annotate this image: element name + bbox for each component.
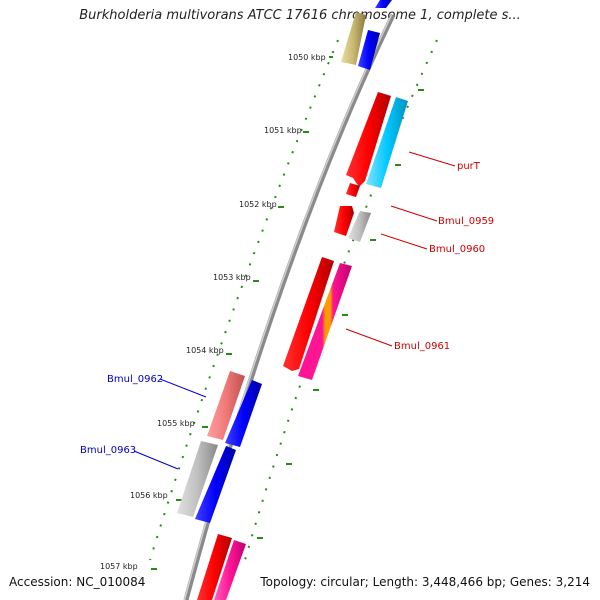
bmul0961-leader	[345, 328, 393, 347]
bmul0959-leader	[390, 205, 438, 222]
kbp-label-1050: 1050 kbp	[288, 53, 326, 62]
gene-red-small	[346, 183, 360, 197]
gene-cyan-purt	[366, 97, 408, 188]
gene-gray-0960	[348, 211, 371, 242]
gene-label-bmul0962: Bmul_0962	[107, 374, 163, 385]
gene-gray-0963	[177, 441, 218, 517]
gene-label-bmul0960: Bmul_0960	[429, 244, 485, 255]
outer-tick-marks	[257, 89, 424, 539]
gene-red-bottom	[197, 534, 232, 600]
kbp-label-1057: 1057 kbp	[100, 562, 138, 571]
purt-leader	[408, 151, 456, 167]
gene-red-0959	[334, 206, 354, 236]
gene-blue-top-2	[375, 0, 392, 8]
gene-blue-top-1	[358, 30, 380, 70]
gene-label-bmul0961: Bmul_0961	[394, 341, 450, 352]
gene-red-0961	[283, 257, 334, 371]
kbp-label-1052: 1052 kbp	[239, 200, 277, 209]
kbp-label-1053: 1053 kbp	[213, 273, 251, 282]
chromosome-backbone	[183, 13, 396, 600]
gene-label-purt: purT	[457, 161, 481, 172]
kbp-label-1051: 1051 kbp	[264, 126, 302, 135]
kbp-tick-marks	[151, 56, 333, 570]
genome-stats-text: Topology: circular; Length: 3,448,466 bp…	[260, 575, 590, 589]
gene-label-bmul0959: Bmul_0959	[438, 216, 494, 227]
outer-scale-ring	[244, 39, 438, 561]
gene-label-bmul0963: Bmul_0963	[80, 445, 136, 456]
gene-blue-0963	[195, 446, 236, 523]
gene-red-purt	[346, 92, 391, 187]
kbp-label-1054: 1054 kbp	[186, 346, 224, 355]
gene-olive-top	[341, 12, 366, 65]
map-title: Burkholderia multivorans ATCC 17616 chro…	[79, 8, 521, 23]
gene-pink-0962	[207, 371, 245, 440]
kbp-label-1056: 1056 kbp	[130, 491, 168, 500]
gene-blue-0962	[225, 380, 262, 447]
bmul0963-leader	[133, 450, 179, 470]
accession-text: Accession: NC_010084	[9, 575, 146, 589]
gene-magenta-0961	[298, 263, 352, 380]
bmul0960-leader	[380, 233, 428, 250]
bmul0962-leader	[159, 378, 207, 398]
kbp-label-1055: 1055 kbp	[157, 419, 195, 428]
gene-magenta-bottom	[214, 540, 246, 600]
